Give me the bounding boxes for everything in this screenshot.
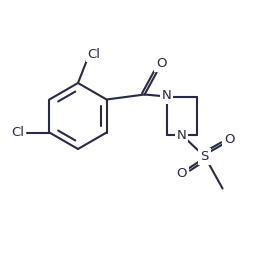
Text: O: O [156,57,167,70]
Text: S: S [200,150,209,163]
Text: N: N [177,129,186,142]
Text: Cl: Cl [11,126,24,139]
Text: N: N [162,89,172,102]
Text: O: O [224,133,235,146]
Text: O: O [176,167,187,180]
Text: Cl: Cl [88,47,101,60]
